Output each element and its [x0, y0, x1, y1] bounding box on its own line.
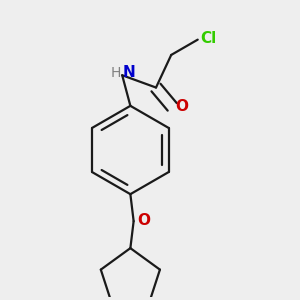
- Text: Cl: Cl: [200, 31, 217, 46]
- Text: O: O: [175, 99, 188, 114]
- Text: N: N: [123, 65, 136, 80]
- Text: O: O: [137, 213, 150, 228]
- Text: H: H: [110, 66, 121, 80]
